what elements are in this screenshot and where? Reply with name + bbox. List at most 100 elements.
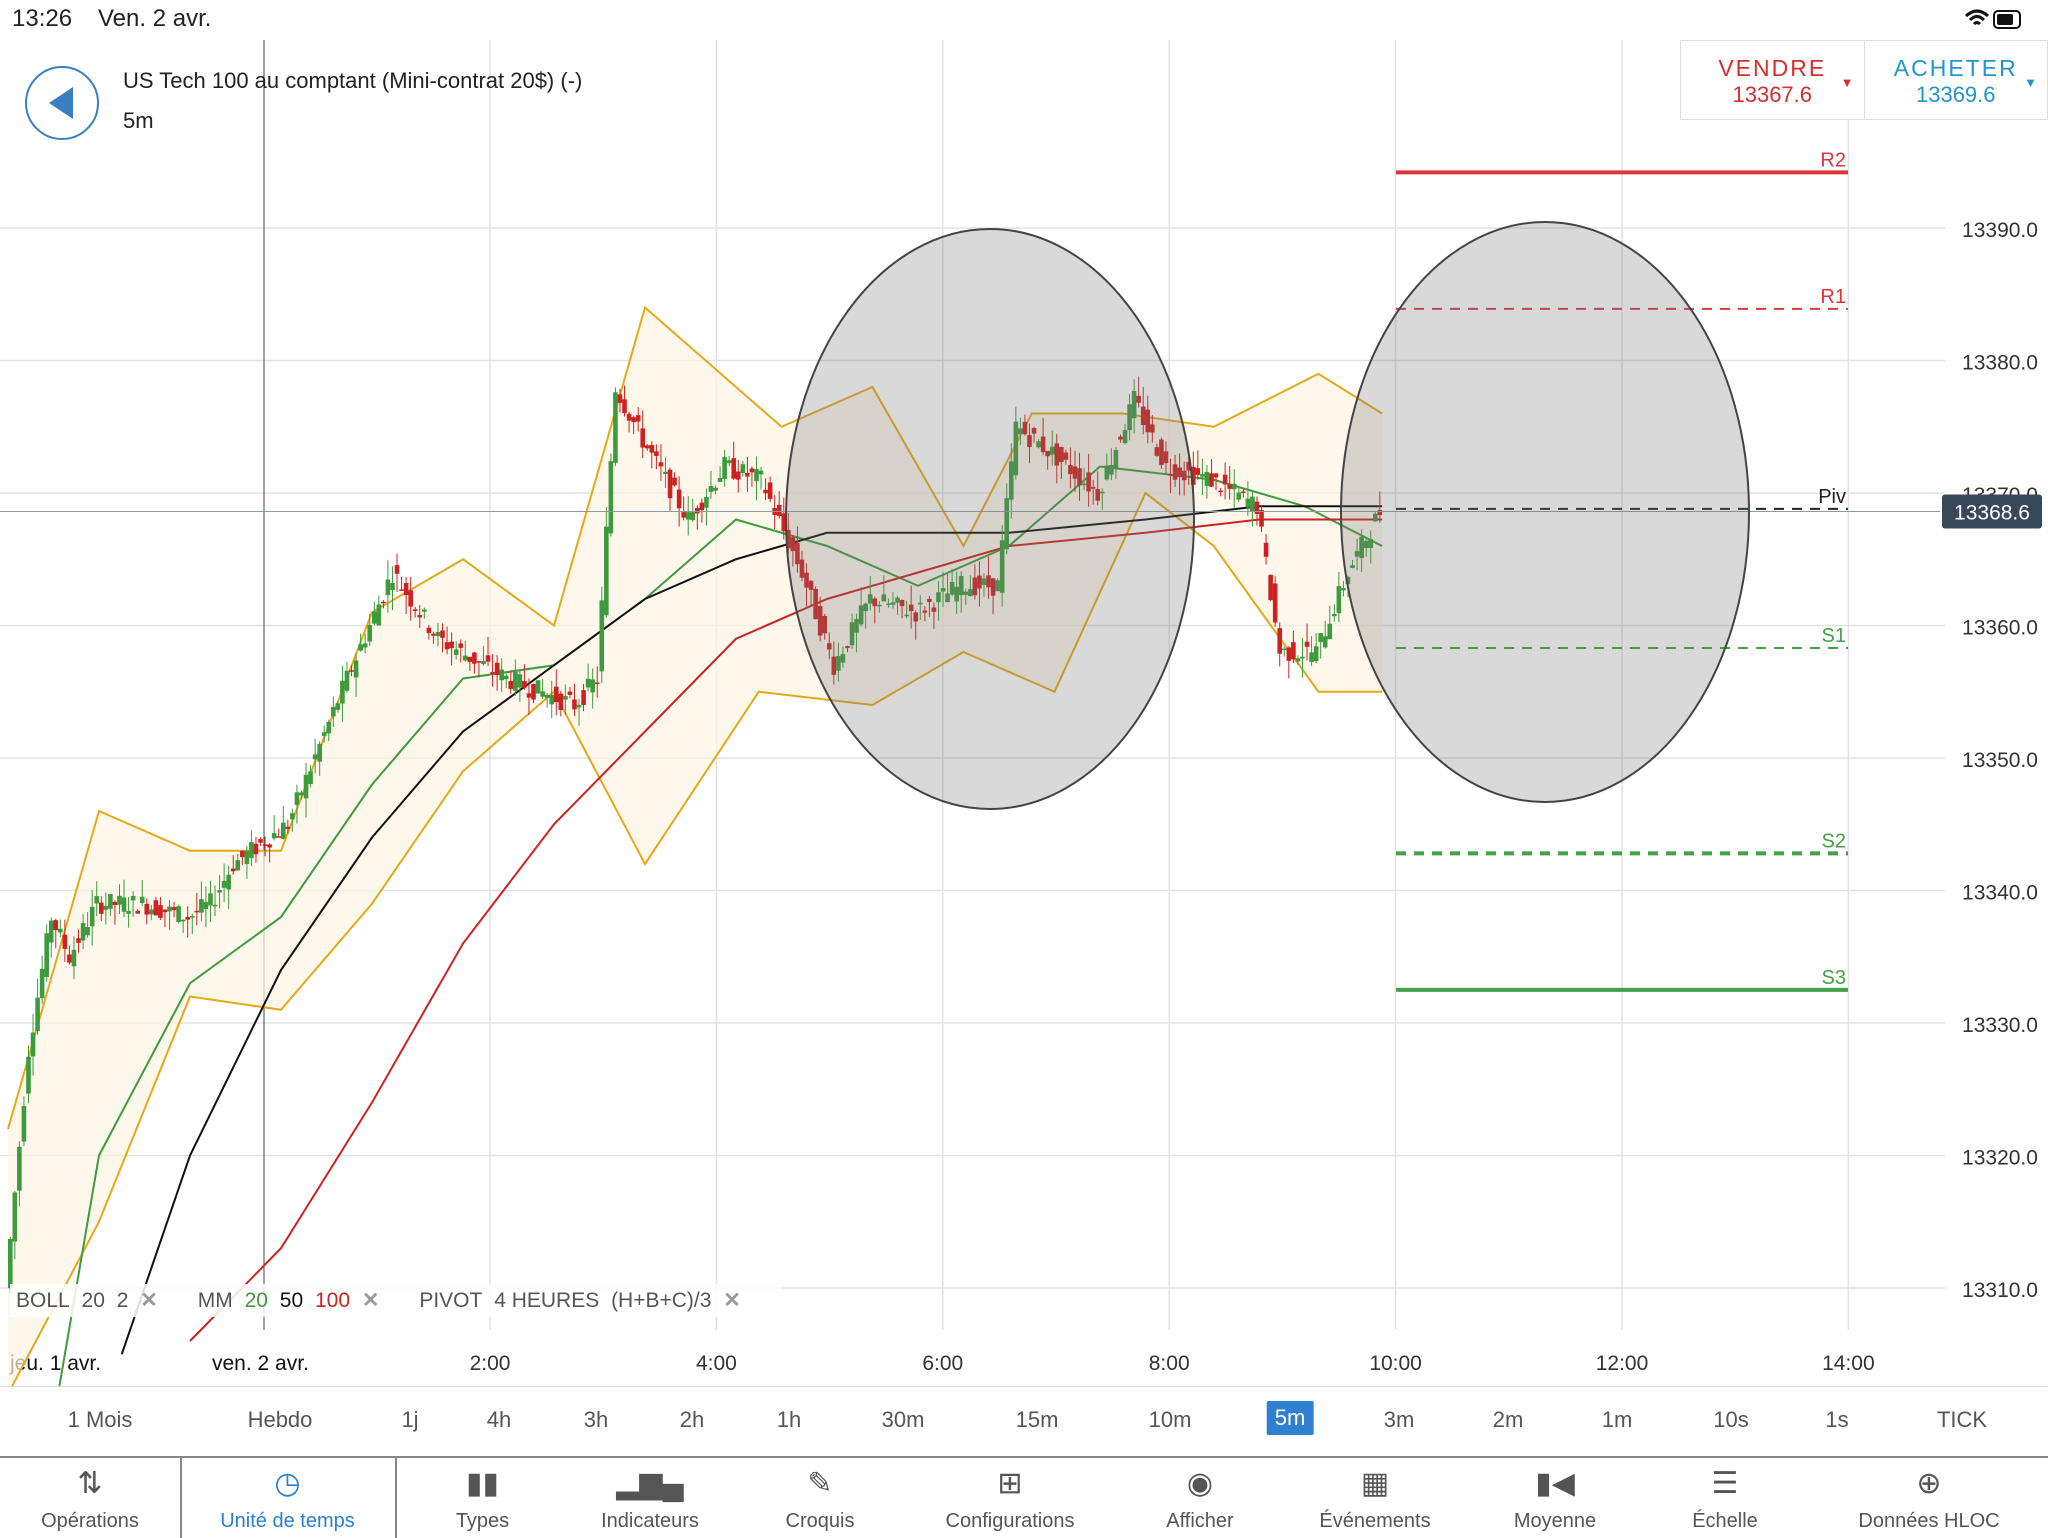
candle-bearish [640,428,646,448]
candle-bearish [1145,409,1151,433]
tab-calendar[interactable]: ▦ Événements [1280,1458,1470,1538]
candle-bearish [626,413,632,421]
timeframe-1s[interactable]: 1s [1825,1407,1849,1432]
remove-pivot-icon[interactable]: ✕ [723,1289,741,1312]
candle-bullish [385,579,391,596]
layout-icon: ⊞ [997,1467,1023,1500]
candle-bullish [180,919,186,922]
timeframe-2m[interactable]: 2m [1492,1407,1524,1432]
candle-bullish [1236,492,1242,500]
boll-label: BOLL [16,1289,70,1312]
candle-bearish [1304,641,1310,647]
timeframe-1h[interactable]: 1h [776,1407,802,1432]
timeframe-10m[interactable]: 10m [1148,1407,1192,1432]
last-price-value: 13368.6 [1954,502,2030,525]
bollinger-upper [7,305,1383,1130]
price-chart[interactable]: 13310.0 13320.0 13330.0 13340.0 13350.0 13360… [0,40,2048,1386]
timeframe-3h[interactable]: 3h [583,1407,609,1432]
pivot-label: R2 [1820,149,1846,171]
candle-bearish [649,445,655,453]
sell-label: VENDRE [1718,55,1827,81]
candle-bearish [467,656,473,662]
candle-bearish [253,843,259,855]
candle-bullish [139,896,145,903]
candle-bullish [17,1146,22,1191]
mm100-label: 100 [314,1289,351,1312]
candle-bullish [271,833,277,839]
timeframe-2h[interactable]: 2h [679,1407,705,1432]
tab-candles[interactable]: ▮▮ Types [395,1458,570,1538]
timeframe-1m[interactable]: 1m [1601,1407,1633,1432]
candle-bullish [690,512,696,521]
candle-bullish [849,622,855,646]
timeframe-hebdo[interactable]: Hebdo [247,1407,313,1432]
candle-bullish [867,594,873,604]
timeframe-3m[interactable]: 3m [1383,1407,1415,1432]
tab-label: Événements [1319,1510,1431,1532]
candle-bullish [244,850,250,865]
timeframe-tick[interactable]: TICK [1936,1407,1988,1432]
candle-bullish [1131,390,1137,419]
timeframe-1j[interactable]: 1j [401,1407,419,1432]
timeframe-1-mois[interactable]: 1 Mois [67,1407,133,1432]
candle-bearish [1186,461,1192,471]
candle-bullish [949,581,955,595]
candle-bearish [986,575,991,588]
tab-layout[interactable]: ⊞ Configurations [900,1458,1120,1538]
y-tick-label: 13350.0 [1962,749,2038,772]
remove-boll-icon[interactable]: ✕ [140,1289,158,1312]
timeframe-10s[interactable]: 10s [1713,1407,1749,1432]
candle-bearish [631,417,636,423]
candle-bullish [376,604,382,626]
candle-bearish [240,850,245,858]
candle-bullish [963,591,969,595]
candle-bullish [294,792,300,805]
candle-bullish [39,968,45,999]
tab-arrows[interactable]: ⇅ Opérations [0,1458,180,1538]
candle-bullish [917,602,923,605]
candle-bearish [845,646,850,648]
candle-bearish [508,681,514,689]
candle-bullish [549,694,555,705]
chevron-down-icon[interactable]: ▼ [1840,75,1854,90]
timeframe-15m[interactable]: 15m [1015,1407,1059,1432]
tab-pencil[interactable]: ✎ Croquis [740,1458,900,1538]
candle-bullish [940,588,946,592]
sell-button[interactable]: VENDRE 13367.6 ▼ [1681,41,1864,119]
candle-bullish [149,909,154,915]
x-tick-label: 2:00 [470,1352,511,1375]
candle-bearish [276,836,282,838]
y-tick-label: 13320.0 [1962,1147,2038,1170]
timeframe-30m[interactable]: 30m [881,1407,925,1432]
candle-bullish [26,1056,31,1094]
tab-crosshair[interactable]: ⊕ Données HLOC [1810,1458,2048,1538]
candle-bullish [1345,576,1351,585]
tab-eye[interactable]: ◉ Afficher [1120,1458,1280,1538]
tab-scale[interactable]: ☰ Échelle [1640,1458,1810,1538]
candle-bearish [667,469,673,499]
candle-bullish [722,457,727,479]
candle-bullish [48,920,54,943]
timeframe-4h[interactable]: 4h [486,1407,512,1432]
candle-bullish [1336,586,1342,614]
candle-bullish [608,461,614,534]
candles-icon: ▮▮ [465,1467,500,1500]
tab-bar-chart[interactable]: ▂▆▄ Indicateurs [560,1458,740,1538]
candle-bullish [881,594,887,602]
candle-bullish [89,906,95,927]
mm-label: MM [197,1289,233,1312]
candle-bullish [280,822,286,839]
buy-button[interactable]: ACHETER 13369.6 ▼ [1863,41,2048,119]
candle-bullish [103,906,109,910]
back-button[interactable] [25,66,99,140]
tab-clock[interactable]: ◷ Unité de temps [180,1458,395,1538]
tab-average[interactable]: ▮◀ Moyenne [1470,1458,1640,1538]
y-tick-label: 13360.0 [1962,617,2038,640]
candle-bullish [1104,465,1110,480]
candle-bullish [126,911,131,914]
clock-icon: ◷ [274,1467,301,1500]
remove-mm-icon[interactable]: ✕ [361,1289,380,1312]
timeframe-5m[interactable]: 5m [1266,1401,1314,1435]
chevron-down-icon[interactable]: ▼ [2024,75,2037,90]
x-tick-label: 6:00 [922,1352,963,1375]
